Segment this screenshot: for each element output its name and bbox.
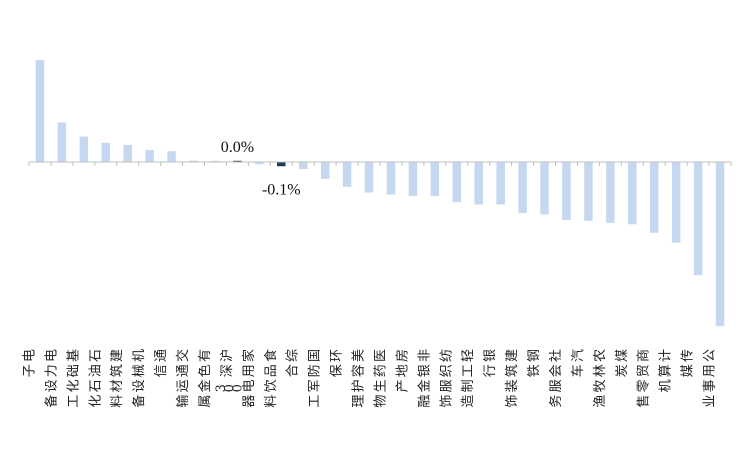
category-label: 公用事业 — [703, 349, 718, 408]
data-label: -0.1% — [262, 181, 301, 198]
bar-29 — [649, 162, 659, 233]
bar-31 — [693, 162, 703, 276]
category-label: 医药生物 — [373, 349, 388, 408]
bar-6 — [145, 150, 154, 162]
bar-18 — [408, 162, 418, 196]
category-label: 商贸零售 — [636, 349, 652, 408]
category-label: 国防军工 — [307, 349, 323, 408]
bar-12 — [277, 162, 286, 167]
category-label: 综合 — [286, 349, 301, 377]
bar-16 — [364, 162, 374, 193]
bar-20 — [452, 162, 462, 203]
bar-2 — [57, 122, 67, 162]
category-label: 有色金属 — [197, 349, 213, 408]
bar-26 — [584, 162, 593, 221]
bar-23 — [518, 162, 527, 213]
bar-13 — [298, 162, 308, 170]
category-label: 轻工制造 — [461, 349, 476, 408]
category-label: 电子 — [22, 349, 37, 377]
category-label: 银行 — [483, 349, 498, 377]
bars-group — [35, 60, 725, 327]
category-label: 家用电器 — [241, 349, 257, 408]
bar-7 — [167, 151, 176, 162]
data-label: 0.0% — [221, 139, 254, 156]
bar-11 — [255, 162, 264, 165]
bar-1 — [35, 60, 45, 163]
category-label: 纺织服饰 — [439, 349, 454, 408]
bar-21 — [474, 162, 483, 205]
bar-10 — [233, 160, 242, 162]
bar-25 — [562, 162, 571, 221]
bar-4 — [101, 142, 111, 162]
bar-28 — [628, 162, 637, 225]
category-label: 汽车 — [570, 349, 586, 377]
bar-14 — [320, 162, 330, 179]
category-label: 社会服务 — [548, 349, 564, 408]
category-label: 交通运输 — [175, 349, 191, 408]
data-labels-group: 0.0% -0.1% — [221, 139, 301, 198]
category-label: 建筑装饰 — [504, 349, 520, 408]
bar-30 — [671, 162, 681, 243]
category-label: 基础化工 — [66, 349, 81, 408]
category-label: 机械设备 — [131, 349, 147, 408]
category-label: 沪深 300 — [214, 349, 246, 392]
category-label: 电力设备 — [43, 349, 59, 408]
bar-19 — [430, 162, 440, 196]
category-label: 钢铁 — [527, 349, 542, 377]
category-label: 食品饮料 — [263, 349, 279, 408]
category-label: 环保 — [330, 349, 345, 377]
category-label: 计算机 — [659, 349, 674, 392]
bar-24 — [540, 162, 549, 215]
bar-22 — [496, 162, 505, 205]
bar-5 — [123, 145, 132, 162]
category-label: 传媒 — [681, 349, 696, 377]
bar-27 — [606, 162, 615, 223]
category-label: 建筑材料 — [109, 349, 125, 408]
category-label: 非银金融 — [416, 349, 432, 408]
category-label: 房地产 — [394, 349, 410, 392]
axis-ticks-group — [28, 162, 732, 166]
category-label: 通信 — [154, 349, 169, 377]
bar-15 — [342, 162, 352, 187]
bar-8 — [189, 160, 198, 163]
bar-3 — [79, 136, 89, 162]
category-label: 美容护理 — [351, 349, 367, 408]
bar-9 — [211, 160, 220, 162]
bar-17 — [386, 162, 396, 195]
category-label: 农林牧渔 — [593, 349, 608, 408]
category-label: 石油石化 — [88, 349, 103, 408]
category-label: 煤炭 — [615, 349, 630, 377]
bar-32 — [715, 162, 725, 327]
